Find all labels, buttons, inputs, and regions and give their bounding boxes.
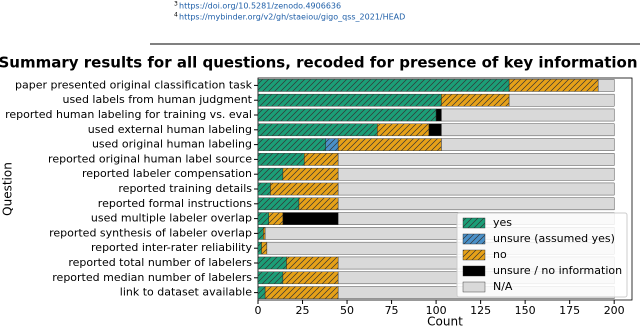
legend-label: unsure / no information [493,264,622,277]
bar-segment [441,93,510,107]
x-tick-label: 0 [255,304,262,317]
bar-segment [261,241,268,255]
bar-segment [257,108,437,122]
bar-segment [257,79,510,92]
x-tick-label: 175 [559,304,580,317]
y-tick-label: reported labeler compensation [82,167,252,180]
y-tick-label: reported synthesis of labeler overlap [49,226,252,239]
footnote-mark: 3 [174,1,178,8]
y-tick-label: reported total number of labelers [68,256,252,269]
x-tick-label: 25 [296,304,310,317]
x-axis-label: Count [427,315,463,327]
bar-segment [337,182,615,196]
bar-segment [268,212,284,225]
footnote-mark: 4 [174,12,178,19]
y-tick-label: link to dataset available [120,286,252,299]
bar-segment [304,153,339,166]
bar-segment [286,256,339,270]
chart-title: Summary results for all questions, recod… [0,54,638,72]
bar-segment [257,256,287,270]
bar-segment [257,182,271,196]
y-tick-label: used multiple labeler overlap [91,212,252,225]
legend-swatch [462,217,486,229]
bar-segment [508,79,599,92]
y-tick-label: used original human labeling [92,138,252,151]
bar-segment [337,138,442,151]
bar-segment [325,138,339,151]
x-tick-label: 200 [604,304,625,317]
legend-swatch [462,249,486,261]
bar-segment [257,212,269,225]
y-tick-label: reported human labeling for training vs.… [5,108,252,121]
bar-segment [257,93,442,107]
legend-label: no [493,248,507,261]
legend-label: yes [493,216,512,229]
bar-segment [441,108,615,122]
bar-segment [282,167,339,181]
bar-segment [428,123,442,137]
bar-segment [270,182,339,196]
bar-segment [282,212,339,225]
bar-segment [257,138,326,151]
x-tick-label: 100 [426,304,447,317]
bar-segment [264,286,339,299]
bar-segment [337,197,615,211]
y-tick-label: reported formal instructions [98,197,252,210]
x-tick-label: 150 [515,304,536,317]
bar-segment [263,227,266,240]
bar-segment [257,123,378,137]
footnote-link[interactable]: https://doi.org/10.5281/zenodo.4906636 [179,2,341,11]
bar-segment [257,197,300,211]
y-tick-label: used external human labeling [88,123,252,136]
y-tick-label: reported training details [118,182,252,195]
bar-segment [337,153,615,166]
legend-swatch [462,281,486,293]
y-tick-label: reported original human label source [48,152,252,165]
bar-segment [377,123,430,137]
y-tick-label: reported median number of labelers [52,271,252,284]
legend-label: N/A [493,280,513,293]
y-tick-label: used labels from human judgment [62,93,252,106]
legend-swatch [462,233,486,245]
bar-segment [441,123,615,137]
bar-segment [298,197,339,211]
x-tick-label: 125 [470,304,491,317]
y-tick-label: paper presented original classification … [15,78,253,91]
bar-segment [257,167,284,181]
bar-segment [337,167,615,181]
x-tick-label: 75 [385,304,399,317]
bar-segment [282,271,339,285]
legend-label: unsure (assumed yes) [493,232,615,245]
bar-segment [441,138,615,151]
bar-segment [257,153,305,166]
legend-box [456,212,628,298]
bar-segment [508,93,615,107]
bar-segment [257,271,284,285]
x-tick-label: 50 [340,304,354,317]
bar-segment [435,108,442,122]
bar-segment [597,79,615,92]
bar-segment [257,227,264,240]
bar-segment [257,241,262,255]
legend-swatch [462,265,486,277]
bar-segment [257,286,266,299]
footnote-link[interactable]: https://mybinder.org/v2/gh/staeiou/gigo_… [179,13,405,22]
y-tick-label: reported inter-rater reliability [91,241,252,254]
y-axis-label: Question [1,162,15,216]
